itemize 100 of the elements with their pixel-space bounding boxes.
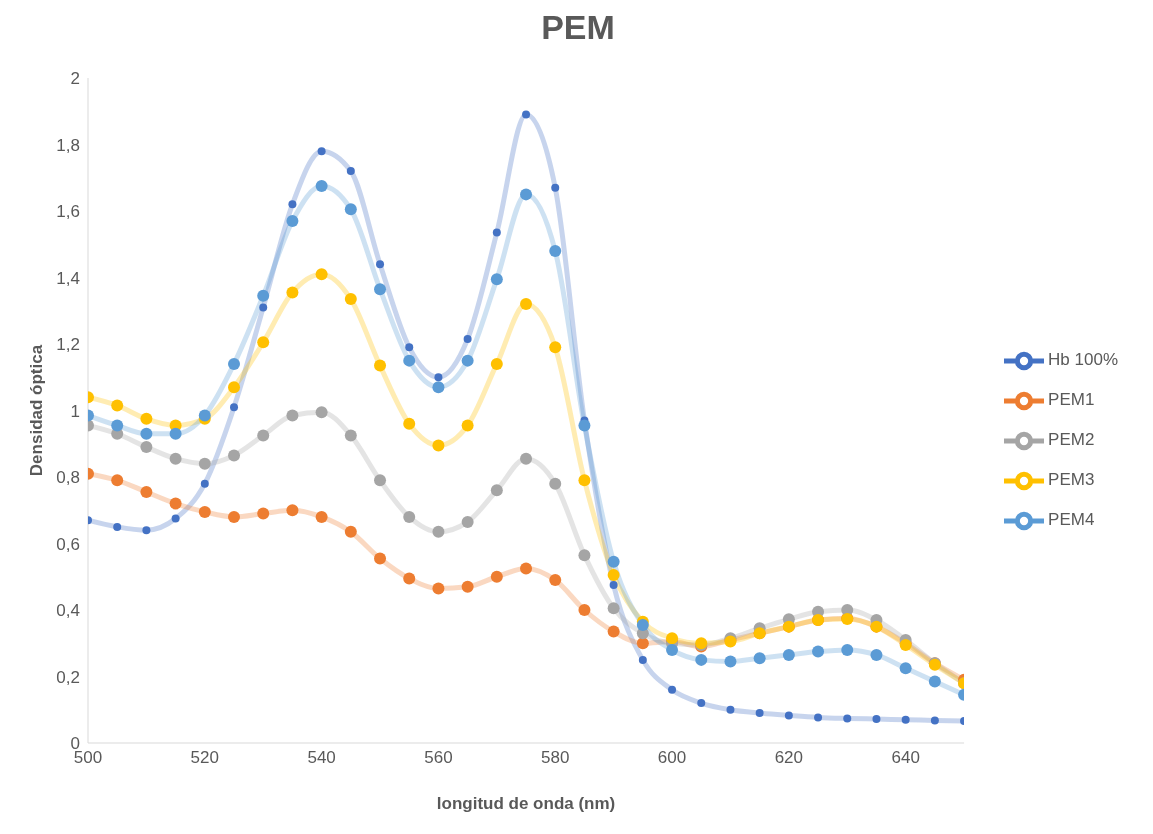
point bbox=[784, 711, 793, 720]
point bbox=[374, 552, 387, 565]
x-tick-label: 620 bbox=[774, 748, 804, 768]
point bbox=[461, 354, 474, 367]
point bbox=[259, 303, 268, 312]
point bbox=[814, 713, 823, 722]
point bbox=[405, 343, 414, 352]
point bbox=[724, 655, 737, 668]
point bbox=[230, 403, 239, 412]
point bbox=[522, 110, 531, 119]
point bbox=[403, 417, 416, 430]
point bbox=[607, 602, 620, 615]
point bbox=[171, 514, 180, 523]
point bbox=[928, 675, 941, 688]
point bbox=[697, 699, 706, 708]
x-tick-label: 580 bbox=[541, 748, 570, 768]
y-tick-label: 1,6 bbox=[56, 202, 80, 222]
y-tick-label: 0,2 bbox=[56, 667, 80, 687]
point bbox=[111, 399, 124, 412]
y-axis-title: Densidad óptica bbox=[27, 344, 47, 477]
point bbox=[286, 409, 299, 422]
point bbox=[609, 581, 618, 590]
point bbox=[551, 183, 560, 192]
point bbox=[578, 474, 591, 487]
point bbox=[344, 525, 357, 538]
point bbox=[461, 515, 474, 528]
point bbox=[113, 522, 122, 531]
point bbox=[403, 354, 416, 367]
legend-label: PEM1 bbox=[1048, 389, 1095, 409]
y-tick-label: 1,8 bbox=[56, 135, 80, 155]
point bbox=[344, 203, 357, 216]
point bbox=[140, 485, 153, 498]
y-tick-label: 0,4 bbox=[56, 601, 80, 621]
point bbox=[490, 357, 503, 370]
point bbox=[169, 497, 182, 510]
point bbox=[432, 582, 445, 595]
point bbox=[432, 381, 445, 394]
point bbox=[315, 268, 328, 281]
point bbox=[228, 449, 241, 462]
x-axis-title: longitud de onda (nm) bbox=[436, 794, 616, 814]
point bbox=[200, 479, 209, 488]
point bbox=[490, 273, 503, 286]
chart-title: PEM bbox=[540, 8, 616, 48]
legend-label: PEM3 bbox=[1048, 469, 1095, 489]
point bbox=[228, 510, 241, 523]
x-tick-label: 520 bbox=[190, 748, 219, 768]
x-tick-label: 600 bbox=[657, 748, 687, 768]
point bbox=[169, 427, 182, 440]
point bbox=[899, 662, 912, 675]
point bbox=[286, 214, 299, 227]
point bbox=[549, 341, 562, 354]
point bbox=[520, 562, 533, 575]
point bbox=[812, 645, 825, 658]
point bbox=[843, 714, 852, 723]
point bbox=[520, 298, 533, 311]
point bbox=[376, 260, 385, 269]
point bbox=[753, 652, 766, 665]
point bbox=[520, 452, 533, 465]
point bbox=[228, 381, 241, 394]
point bbox=[636, 637, 649, 650]
point bbox=[228, 357, 241, 370]
point bbox=[286, 504, 299, 517]
point bbox=[346, 167, 355, 176]
point bbox=[578, 549, 591, 562]
x-tick-label: 540 bbox=[307, 748, 336, 768]
point bbox=[490, 570, 503, 583]
point bbox=[257, 289, 270, 302]
point bbox=[578, 419, 591, 432]
point bbox=[490, 484, 503, 497]
point bbox=[286, 286, 299, 299]
point bbox=[607, 625, 620, 638]
point bbox=[870, 648, 883, 661]
point bbox=[317, 147, 326, 156]
point bbox=[288, 200, 297, 209]
point bbox=[403, 510, 416, 523]
point bbox=[374, 359, 387, 372]
y-tick-label: 0,6 bbox=[56, 534, 80, 554]
point bbox=[726, 705, 735, 714]
y-tick-label: 1,4 bbox=[56, 268, 80, 288]
y-tick-label: 0,8 bbox=[56, 468, 80, 488]
point bbox=[782, 648, 795, 661]
point bbox=[374, 474, 387, 487]
point bbox=[607, 555, 620, 568]
point bbox=[257, 507, 270, 520]
point bbox=[142, 526, 151, 535]
x-tick-label: 640 bbox=[891, 748, 920, 768]
point bbox=[169, 452, 182, 465]
point bbox=[315, 406, 328, 419]
point bbox=[111, 419, 124, 432]
point bbox=[930, 716, 939, 725]
point bbox=[549, 244, 562, 257]
point bbox=[140, 441, 153, 454]
point bbox=[841, 643, 854, 656]
point bbox=[695, 653, 708, 666]
point bbox=[198, 505, 211, 518]
y-tick-label: 1,2 bbox=[56, 335, 80, 355]
legend-label: PEM4 bbox=[1048, 509, 1095, 529]
point bbox=[315, 180, 328, 193]
point bbox=[344, 429, 357, 442]
point bbox=[315, 510, 328, 523]
